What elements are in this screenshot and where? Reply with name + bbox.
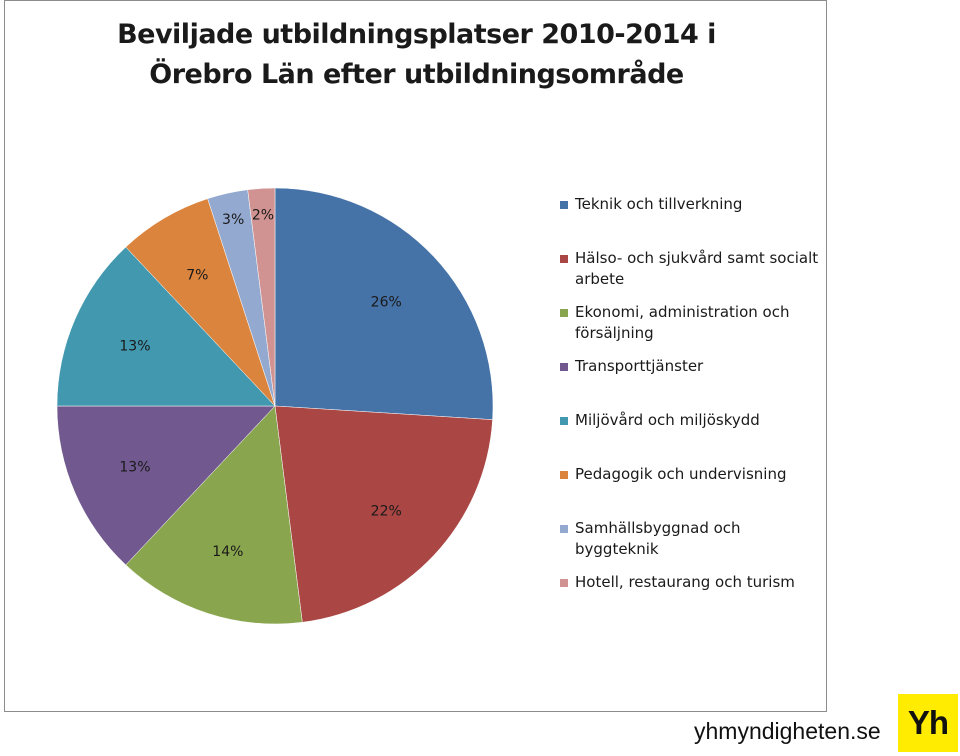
legend-label: Hotell, restaurang och turism <box>575 573 795 591</box>
pie-data-label: 2% <box>252 208 274 224</box>
legend-swatch <box>560 255 568 263</box>
chart-title-line-1: Beviljade utbildningsplatser 2010-2014 i <box>117 19 716 50</box>
legend-label: Samhällsbyggnad och byggteknik <box>575 519 741 558</box>
pie-data-label: 26% <box>371 295 402 311</box>
legend-swatch <box>560 201 568 209</box>
pie-slice-halso-och-sjukvard-samt-socialt-arbete <box>274 405 493 623</box>
legend-label: Teknik och tillverkning <box>575 195 743 213</box>
chart-frame: Beviljade utbildningsplatser 2010-2014 i… <box>4 0 827 712</box>
pie-data-label: 13% <box>119 338 150 354</box>
legend-label: Pedagogik och undervisning <box>575 465 787 483</box>
yh-logo-text: Yh <box>907 704 949 741</box>
legend-swatch <box>560 471 568 479</box>
legend-swatch <box>560 309 568 317</box>
legend-swatch <box>560 525 568 533</box>
pie-data-label: 7% <box>186 268 208 284</box>
legend-label: Hälso- och sjukvård samt socialt arbete <box>575 249 819 288</box>
legend-label: Miljövård och miljöskydd <box>575 411 760 429</box>
chart-title: Beviljade utbildningsplatser 2010-2014 i… <box>5 15 828 95</box>
footer-url[interactable]: yhmyndigheten.se <box>694 718 881 744</box>
pie-slice-miljovard-och-miljoskydd <box>56 246 276 407</box>
legend-swatch <box>560 579 568 587</box>
legend-label: Ekonomi, administration och försäljning <box>575 303 790 342</box>
pie-data-label: 14% <box>212 544 243 560</box>
chart-title-line-2: Örebro Län efter utbildningsområde <box>149 59 684 90</box>
yh-logo: Yh <box>898 694 958 752</box>
legend-swatch <box>560 417 568 425</box>
pie-data-label: 3% <box>222 212 244 228</box>
pie-slice-hotell-restaurang-och-turism <box>247 187 276 407</box>
pie-chart: 26% 22% 14% 13% 13% 7% 3% 2% <box>56 187 494 625</box>
pie-slice-ekonomi-administration-och-forsaljning <box>125 405 303 625</box>
pie-slice-teknik-och-tillverkning <box>274 187 494 420</box>
legend-label: Transporttjänster <box>575 357 704 375</box>
legend-swatch <box>560 363 568 371</box>
pie-slice-transporttjanster <box>56 405 276 566</box>
pie-data-label: 13% <box>119 460 150 476</box>
pie-data-label: 22% <box>371 503 402 519</box>
